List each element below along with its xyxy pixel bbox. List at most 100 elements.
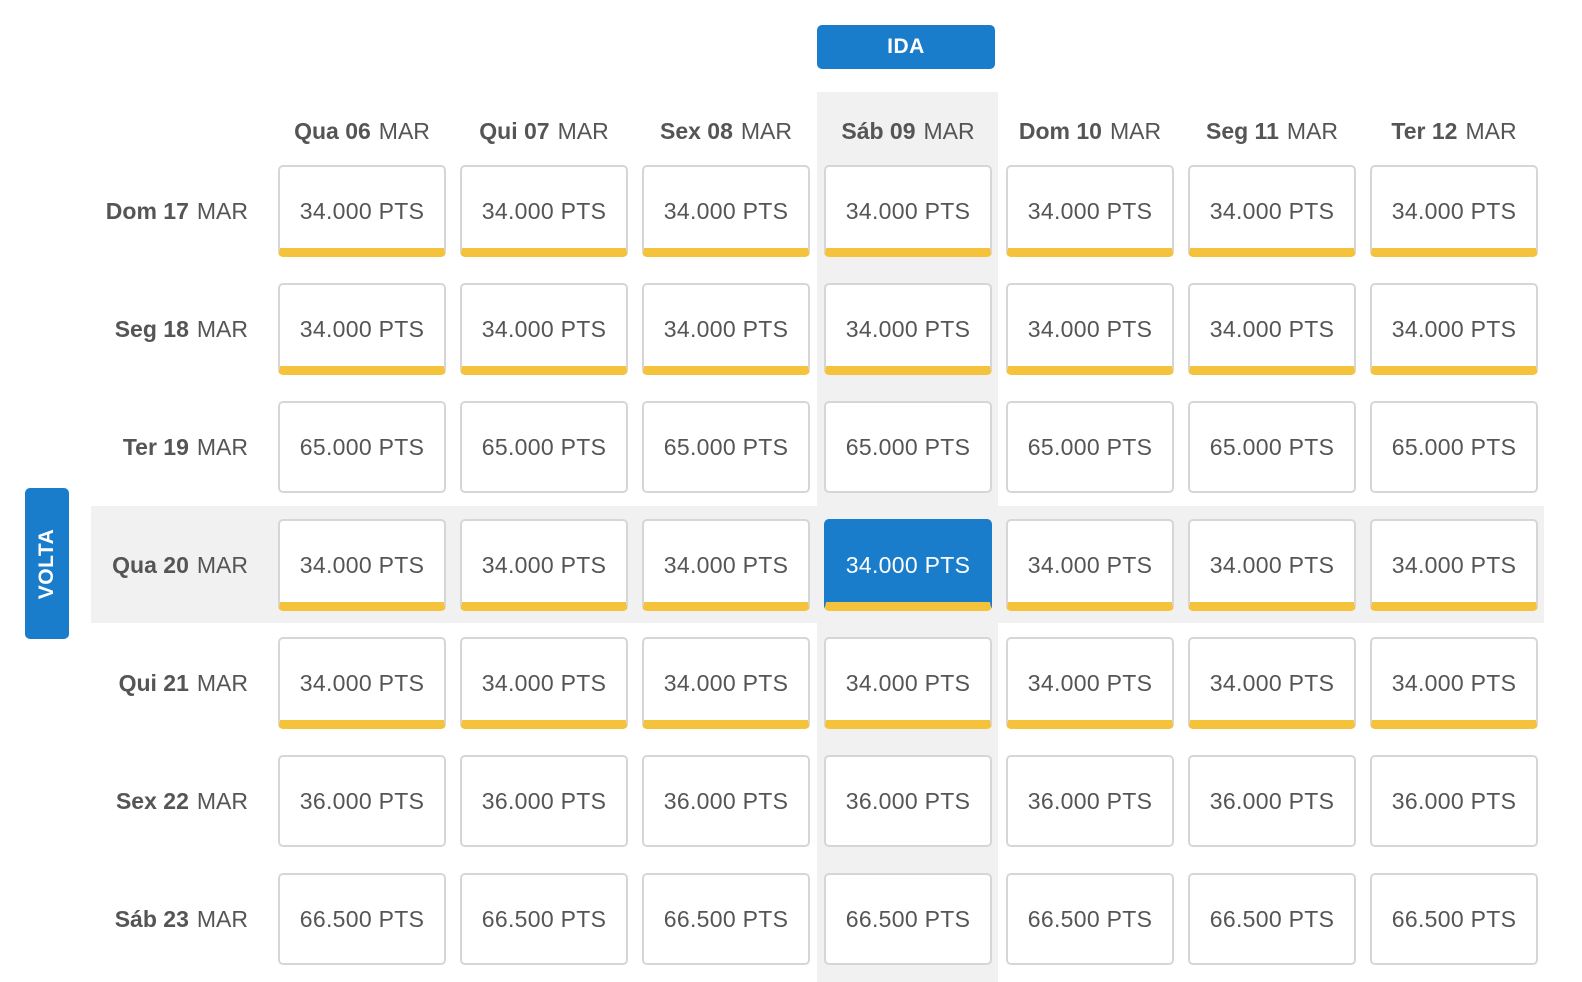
fare-cell[interactable]: 66.500 PTS [1188, 873, 1356, 965]
fare-cell[interactable]: 66.500 PTS [642, 873, 810, 965]
fare-cell[interactable]: 65.000 PTS [278, 401, 446, 493]
fare-cell[interactable]: 66.500 PTS [824, 873, 992, 965]
fare-price: 34.000 PTS [663, 197, 789, 224]
outbound-date-header: Qua 06 MAR [271, 112, 453, 150]
fare-cell[interactable]: 65.000 PTS [460, 401, 628, 493]
return-month: MAR [196, 787, 248, 814]
fare-price: 36.000 PTS [481, 787, 607, 814]
fare-cell[interactable]: 34.000 PTS [278, 283, 446, 375]
return-month: MAR [196, 905, 248, 932]
outbound-month: MAR [740, 117, 793, 144]
fare-price: 34.000 PTS [299, 197, 425, 224]
fare-cell[interactable]: 34.000 PTS [1006, 637, 1174, 729]
outbound-month: MAR [1109, 117, 1162, 144]
fare-price: 34.000 PTS [1209, 197, 1335, 224]
fare-cell[interactable]: 36.000 PTS [278, 755, 446, 847]
fare-cell[interactable]: 34.000 PTS [278, 165, 446, 257]
fare-cell[interactable]: 34.000 PTS [460, 637, 628, 729]
outbound-month: MAR [1465, 117, 1517, 144]
fare-cell[interactable]: 36.000 PTS [1370, 755, 1538, 847]
outbound-day: Sáb 09 [841, 117, 916, 144]
fare-cell[interactable]: 34.000 PTS [278, 637, 446, 729]
ida-badge: IDA [817, 25, 995, 69]
fare-cell[interactable]: 66.500 PTS [1370, 873, 1538, 965]
fare-cell[interactable]: 34.000 PTS [1188, 283, 1356, 375]
fare-price: 34.000 PTS [1027, 315, 1153, 342]
fare-cell[interactable]: 65.000 PTS [824, 401, 992, 493]
return-date-header: Qui 21 MAR [60, 663, 248, 703]
fare-cell[interactable]: 65.000 PTS [1188, 401, 1356, 493]
fare-cell[interactable]: 34.000 PTS [1370, 637, 1538, 729]
fare-price: 34.000 PTS [663, 669, 789, 696]
fare-price: 34.000 PTS [1027, 197, 1153, 224]
fare-price: 34.000 PTS [845, 669, 971, 696]
fare-cell[interactable]: 34.000 PTS [642, 637, 810, 729]
fare-cell[interactable]: 34.000 PTS [824, 283, 992, 375]
fare-cell[interactable]: 34.000 PTS [460, 165, 628, 257]
fare-cell[interactable]: 65.000 PTS [1006, 401, 1174, 493]
fare-cell[interactable]: 34.000 PTS [824, 165, 992, 257]
outbound-month: MAR [923, 117, 975, 144]
fare-cell[interactable]: 34.000 PTS [1188, 637, 1356, 729]
fare-cell[interactable]: 34.000 PTS [1188, 165, 1356, 257]
fare-cell[interactable]: 34.000 PTS [1006, 283, 1174, 375]
outbound-month: MAR [378, 117, 430, 144]
fare-price: 66.500 PTS [845, 905, 971, 932]
fare-price: 66.500 PTS [663, 905, 789, 932]
fare-cell[interactable]: 65.000 PTS [1370, 401, 1538, 493]
outbound-day: Dom 10 [1018, 117, 1102, 144]
outbound-month: MAR [1286, 117, 1338, 144]
outbound-day: Sex 08 [659, 117, 733, 144]
fare-cell[interactable]: 34.000 PTS [824, 519, 992, 611]
fare-price: 66.500 PTS [299, 905, 425, 932]
fare-cell[interactable]: 34.000 PTS [824, 637, 992, 729]
fare-cell[interactable]: 65.000 PTS [642, 401, 810, 493]
fare-cell[interactable]: 34.000 PTS [1370, 165, 1538, 257]
outbound-day: Qui 07 [479, 117, 550, 144]
return-date-header: Seg 18 MAR [60, 309, 248, 349]
fare-price: 66.500 PTS [481, 905, 607, 932]
fare-cell[interactable]: 34.000 PTS [642, 283, 810, 375]
fare-price: 34.000 PTS [481, 669, 607, 696]
fare-price: 65.000 PTS [1027, 433, 1153, 460]
outbound-day: Seg 11 [1205, 117, 1279, 144]
fare-cell[interactable]: 66.500 PTS [278, 873, 446, 965]
fare-cell[interactable]: 34.000 PTS [460, 283, 628, 375]
fare-cell[interactable]: 34.000 PTS [642, 519, 810, 611]
fare-cell[interactable]: 36.000 PTS [1006, 755, 1174, 847]
fare-price: 34.000 PTS [1391, 315, 1517, 342]
fare-cell[interactable]: 36.000 PTS [460, 755, 628, 847]
return-month: MAR [196, 197, 248, 224]
fare-price: 34.000 PTS [481, 197, 607, 224]
fare-cell[interactable]: 34.000 PTS [1188, 519, 1356, 611]
fare-cell[interactable]: 36.000 PTS [642, 755, 810, 847]
fare-cell[interactable]: 34.000 PTS [1370, 519, 1538, 611]
fare-price: 65.000 PTS [1391, 433, 1517, 460]
fare-price: 66.500 PTS [1209, 905, 1335, 932]
fare-cell[interactable]: 66.500 PTS [460, 873, 628, 965]
fare-price: 65.000 PTS [663, 433, 789, 460]
fare-price: 34.000 PTS [299, 315, 425, 342]
fare-cell[interactable]: 66.500 PTS [1006, 873, 1174, 965]
fare-cell[interactable]: 34.000 PTS [460, 519, 628, 611]
ida-label: IDA [887, 35, 925, 58]
return-date-header: Sex 22 MAR [60, 781, 248, 821]
fare-cell[interactable]: 36.000 PTS [1188, 755, 1356, 847]
fare-cell[interactable]: 36.000 PTS [824, 755, 992, 847]
fare-price: 36.000 PTS [663, 787, 789, 814]
return-day: Sex 22 [115, 787, 189, 814]
outbound-date-header: Sex 08 MAR [635, 112, 817, 150]
fare-price: 34.000 PTS [663, 315, 789, 342]
fare-price: 36.000 PTS [1391, 787, 1517, 814]
volta-label: VOLTA [35, 528, 58, 599]
fare-price: 34.000 PTS [1209, 315, 1335, 342]
fare-cell[interactable]: 34.000 PTS [1006, 519, 1174, 611]
fare-price: 34.000 PTS [299, 669, 425, 696]
outbound-day: Ter 12 [1391, 117, 1458, 144]
fare-cell[interactable]: 34.000 PTS [1370, 283, 1538, 375]
fare-cell[interactable]: 34.000 PTS [278, 519, 446, 611]
fare-price: 34.000 PTS [1209, 669, 1335, 696]
fare-cell[interactable]: 34.000 PTS [642, 165, 810, 257]
fare-cell[interactable]: 34.000 PTS [1006, 165, 1174, 257]
fare-price: 65.000 PTS [1209, 433, 1335, 460]
